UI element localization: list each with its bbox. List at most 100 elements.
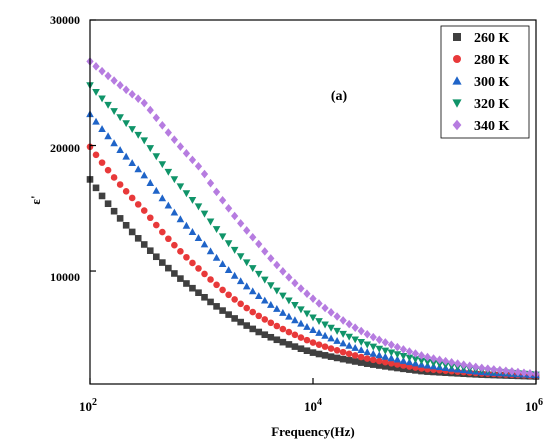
series-2-marker [254, 292, 263, 300]
series-4-marker [357, 326, 365, 336]
series-0-marker [351, 358, 359, 365]
legend-label: 260 K [474, 31, 510, 46]
series-3-marker [104, 101, 112, 109]
legend: 260 K 280 K 300 K 320 K 340 K [440, 25, 530, 139]
series-0-marker [388, 363, 395, 371]
series-4-marker [502, 366, 510, 376]
series-2-marker [122, 152, 130, 160]
series-4-marker [303, 289, 311, 298]
series-4-marker [478, 363, 486, 373]
series-4-marker [212, 187, 221, 197]
series-4-marker [423, 352, 432, 362]
series-3-marker [242, 259, 251, 267]
series-3-marker [309, 314, 317, 322]
series-3-marker [200, 210, 209, 218]
series-0-marker [146, 247, 154, 254]
y-tick-label: 30000 [50, 13, 80, 27]
series-1-marker [159, 228, 166, 236]
series-4-marker [134, 94, 142, 103]
series-4-marker [447, 358, 456, 367]
series-0-marker [279, 338, 287, 346]
series-0-marker [225, 311, 232, 318]
series-3-marker [363, 341, 372, 349]
series-0-marker [159, 259, 166, 266]
series-3-marker [297, 306, 305, 314]
series-1-marker [207, 276, 214, 283]
series-0-marker [273, 336, 281, 344]
series-2-marker [393, 355, 402, 363]
series-1-marker [369, 356, 377, 364]
series-2-marker [267, 300, 275, 308]
series-0-marker [267, 333, 275, 341]
series-4-marker [206, 178, 215, 188]
series-1-marker [98, 159, 106, 166]
series-0-marker [128, 228, 136, 236]
legend-marker [452, 119, 462, 131]
series-3-marker [435, 361, 444, 368]
series-0-marker [219, 307, 226, 314]
series-1-marker [195, 265, 202, 272]
series-0-marker [104, 200, 112, 208]
series-1-marker [110, 174, 118, 181]
series-1-marker [333, 347, 341, 354]
series-4-marker [128, 89, 136, 99]
series-2-marker [309, 326, 317, 333]
series-0-marker [285, 341, 293, 348]
series-2-marker [327, 334, 335, 342]
series-3-marker [218, 233, 227, 241]
series-1-marker [394, 361, 401, 368]
series-1-marker [140, 207, 148, 214]
series-0-marker [110, 207, 118, 215]
series-3-marker [303, 310, 311, 318]
series-2-marker [236, 277, 245, 285]
series-4-marker [490, 365, 498, 374]
series-3-marker [122, 120, 130, 128]
series-4-marker [526, 369, 534, 378]
series-4-marker [315, 299, 323, 308]
series-4-marker [454, 359, 462, 368]
series-2-marker [357, 346, 366, 354]
series-1-marker [225, 291, 232, 299]
y-tick-label: 10000 [50, 270, 80, 284]
series-2-marker [128, 159, 136, 167]
series-4-marker [110, 76, 118, 85]
series-3-marker [321, 321, 329, 329]
series-1-marker [152, 221, 160, 229]
series-4-marker [441, 356, 450, 366]
series-4-marker [98, 66, 106, 76]
series-4-marker [309, 294, 317, 303]
series-2-marker [176, 215, 185, 223]
series-0-marker [394, 364, 401, 372]
series-3-marker [170, 176, 179, 184]
series-1-marker [243, 304, 251, 312]
series-0-marker [327, 353, 335, 360]
series-4-marker [393, 342, 402, 352]
series-1-marker [122, 188, 130, 195]
series-3-marker [291, 302, 299, 309]
series-4-marker [116, 80, 124, 90]
series-1-marker [146, 214, 154, 222]
series-0-marker [183, 280, 190, 287]
series-2-marker [164, 201, 173, 209]
series-0-marker [369, 361, 377, 368]
series-2-marker [279, 308, 287, 316]
series-1-marker [134, 201, 142, 208]
series-0-marker [345, 357, 353, 364]
series-4-marker [411, 349, 420, 358]
series-1-marker [382, 358, 389, 366]
series-3-marker [429, 360, 438, 367]
series-3-marker [212, 226, 221, 234]
series-2-marker [140, 171, 149, 179]
series-3-marker [176, 183, 185, 191]
series-1-marker [357, 353, 365, 361]
series-0-marker [261, 331, 269, 338]
series-3-marker [158, 161, 167, 169]
series-4-marker [104, 71, 112, 81]
series-4-marker [417, 351, 426, 360]
series-1-marker [297, 334, 305, 341]
series-1-marker [237, 300, 244, 308]
series-3-marker [381, 347, 390, 355]
series-2-marker [224, 266, 233, 274]
series-1-marker [321, 343, 329, 350]
series-4-marker [399, 345, 408, 354]
